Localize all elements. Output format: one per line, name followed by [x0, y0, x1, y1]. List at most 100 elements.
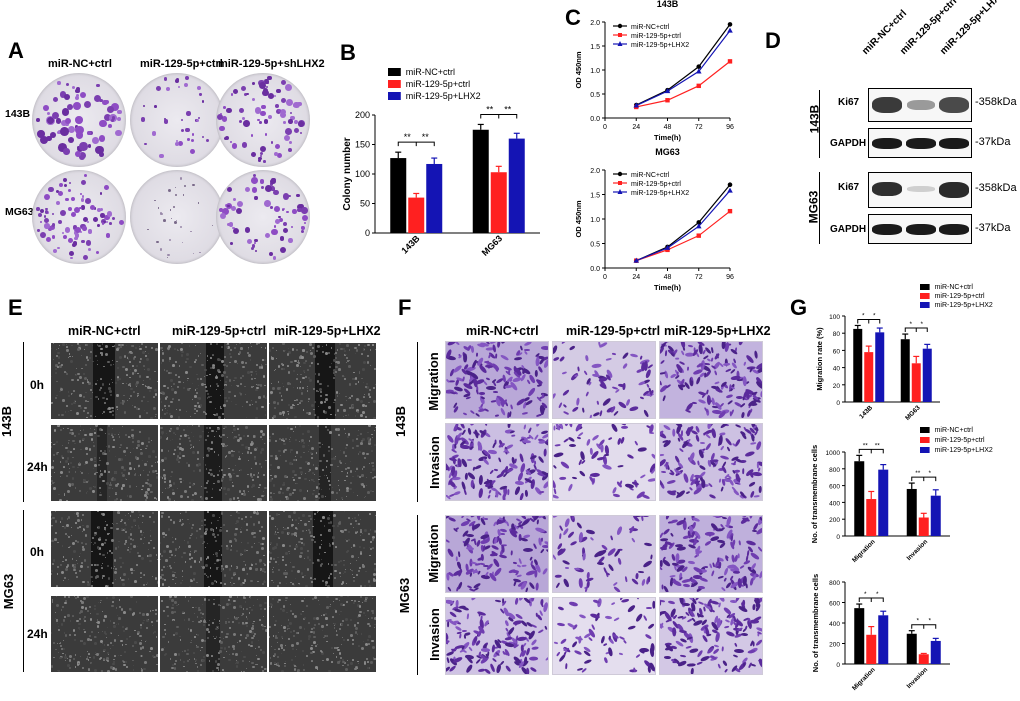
texture-dot	[183, 194, 185, 196]
texture-dot	[255, 343, 259, 345]
texture-dot	[89, 204, 96, 211]
texture-dot	[306, 390, 309, 392]
texture-dot	[64, 601, 68, 605]
texture-dot	[368, 442, 372, 446]
texture-dot	[332, 622, 334, 624]
texture-dot	[196, 396, 199, 399]
texture-dot	[342, 660, 345, 664]
texture-dot	[492, 557, 501, 568]
texture-dot	[213, 618, 216, 621]
texture-dot	[232, 226, 236, 230]
texture-dot	[229, 475, 233, 479]
texture-dot	[343, 353, 347, 357]
texture-dot	[302, 497, 306, 500]
texture-dot	[299, 386, 302, 390]
texture-dot	[349, 562, 352, 565]
texture-dot	[500, 342, 509, 345]
texture-dot	[291, 470, 295, 473]
texture-dot	[144, 498, 147, 501]
texture-dot	[206, 374, 208, 377]
texture-dot	[150, 647, 154, 651]
texture-dot	[342, 563, 345, 566]
texture-dot	[479, 538, 490, 545]
texture-dot	[102, 553, 105, 556]
texture-dot	[75, 86, 80, 91]
texture-dot	[535, 370, 538, 378]
texture-dot	[82, 580, 85, 583]
texture-dot	[243, 120, 250, 127]
significance-mark: **	[486, 104, 494, 114]
texture-dot	[318, 441, 321, 445]
texture-dot	[362, 465, 366, 469]
texture-dot	[175, 582, 177, 584]
texture-dot	[295, 438, 298, 441]
texture-dot	[93, 563, 97, 567]
texture-dot	[74, 401, 76, 403]
texture-dot	[283, 625, 287, 629]
texture-dot	[161, 459, 165, 462]
texture-dot	[125, 446, 128, 450]
texture-dot	[494, 599, 501, 603]
texture-dot	[757, 546, 762, 553]
texture-dot	[522, 548, 533, 553]
texture-dot	[66, 457, 70, 461]
texture-dot	[57, 81, 61, 85]
texture-dot	[116, 523, 118, 525]
texture-dot	[275, 513, 279, 517]
texture-dot	[98, 344, 101, 348]
texture-dot	[300, 225, 306, 230]
texture-dot	[66, 518, 69, 520]
texture-dot	[640, 396, 645, 400]
legend-label: miR-129-5p+LHX2	[631, 190, 689, 197]
texture-dot	[273, 206, 280, 213]
texture-dot	[333, 353, 336, 355]
texture-dot	[553, 516, 560, 519]
texture-dot	[227, 204, 230, 208]
texture-dot	[198, 469, 201, 472]
texture-dot	[319, 400, 323, 404]
texture-dot	[160, 362, 163, 364]
texture-dot	[201, 646, 203, 648]
texture-dot	[269, 468, 271, 471]
texture-dot	[183, 649, 186, 652]
colony-dish-mg63-mir	[130, 170, 224, 264]
texture-dot	[175, 659, 178, 662]
texture-dot	[561, 370, 568, 375]
texture-dot	[485, 562, 494, 571]
texture-dot	[345, 487, 349, 491]
texture-dot	[290, 226, 293, 229]
texture-dot	[226, 632, 230, 636]
texture-dot	[167, 189, 171, 193]
texture-dot	[57, 425, 59, 426]
texture-dot	[182, 523, 185, 526]
texture-dot	[126, 355, 129, 358]
texture-dot	[306, 388, 308, 390]
texture-dot	[372, 598, 374, 600]
texture-dot	[200, 638, 204, 642]
texture-dot	[324, 411, 327, 414]
texture-dot	[254, 196, 258, 200]
texture-dot	[75, 116, 83, 124]
texture-dot	[642, 409, 650, 418]
texture-dot	[318, 623, 320, 625]
texture-dot	[74, 373, 77, 376]
texture-dot	[265, 185, 273, 193]
texture-dot	[322, 454, 326, 458]
texture-dot	[199, 557, 202, 559]
texture-dot	[45, 135, 52, 142]
texture-dot	[626, 398, 632, 406]
texture-dot	[291, 532, 294, 535]
texture-dot	[367, 610, 369, 613]
texture-dot	[326, 596, 329, 599]
texture-dot	[347, 550, 349, 552]
texture-dot	[90, 397, 92, 399]
texture-dot	[82, 437, 85, 441]
texture-dot	[198, 463, 202, 467]
texture-dot	[110, 434, 113, 437]
texture-dot	[329, 605, 331, 608]
texture-dot	[217, 652, 220, 655]
texture-dot	[134, 629, 136, 631]
texture-dot	[328, 515, 330, 517]
texture-dot	[151, 625, 153, 627]
texture-dot	[313, 536, 315, 538]
